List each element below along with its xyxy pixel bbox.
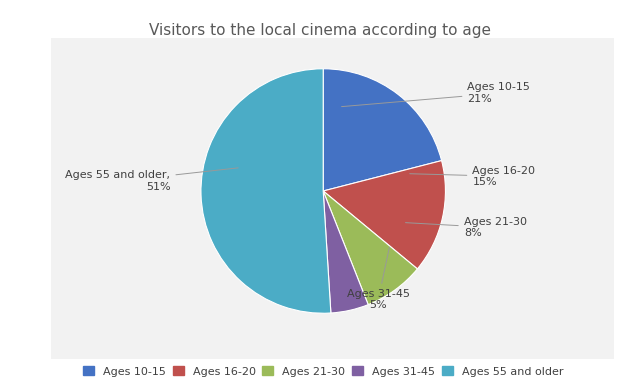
Legend: Ages 10-15, Ages 16-20, Ages 21-30, Ages 31-45, Ages 55 and older: Ages 10-15, Ages 16-20, Ages 21-30, Ages… [79, 362, 568, 381]
Text: Ages 16-20
15%: Ages 16-20 15% [410, 165, 535, 187]
Text: Ages 55 and older,
51%: Ages 55 and older, 51% [65, 168, 238, 192]
Text: Ages 10-15
21%: Ages 10-15 21% [342, 83, 531, 107]
Wedge shape [323, 69, 442, 191]
Wedge shape [323, 160, 445, 269]
Text: Ages 31-45
5%: Ages 31-45 5% [347, 247, 410, 311]
Text: Ages 21-30
8%: Ages 21-30 8% [406, 217, 527, 238]
Wedge shape [201, 69, 331, 313]
Wedge shape [323, 191, 417, 305]
Wedge shape [323, 191, 368, 313]
Text: Visitors to the local cinema according to age: Visitors to the local cinema according t… [149, 23, 491, 38]
